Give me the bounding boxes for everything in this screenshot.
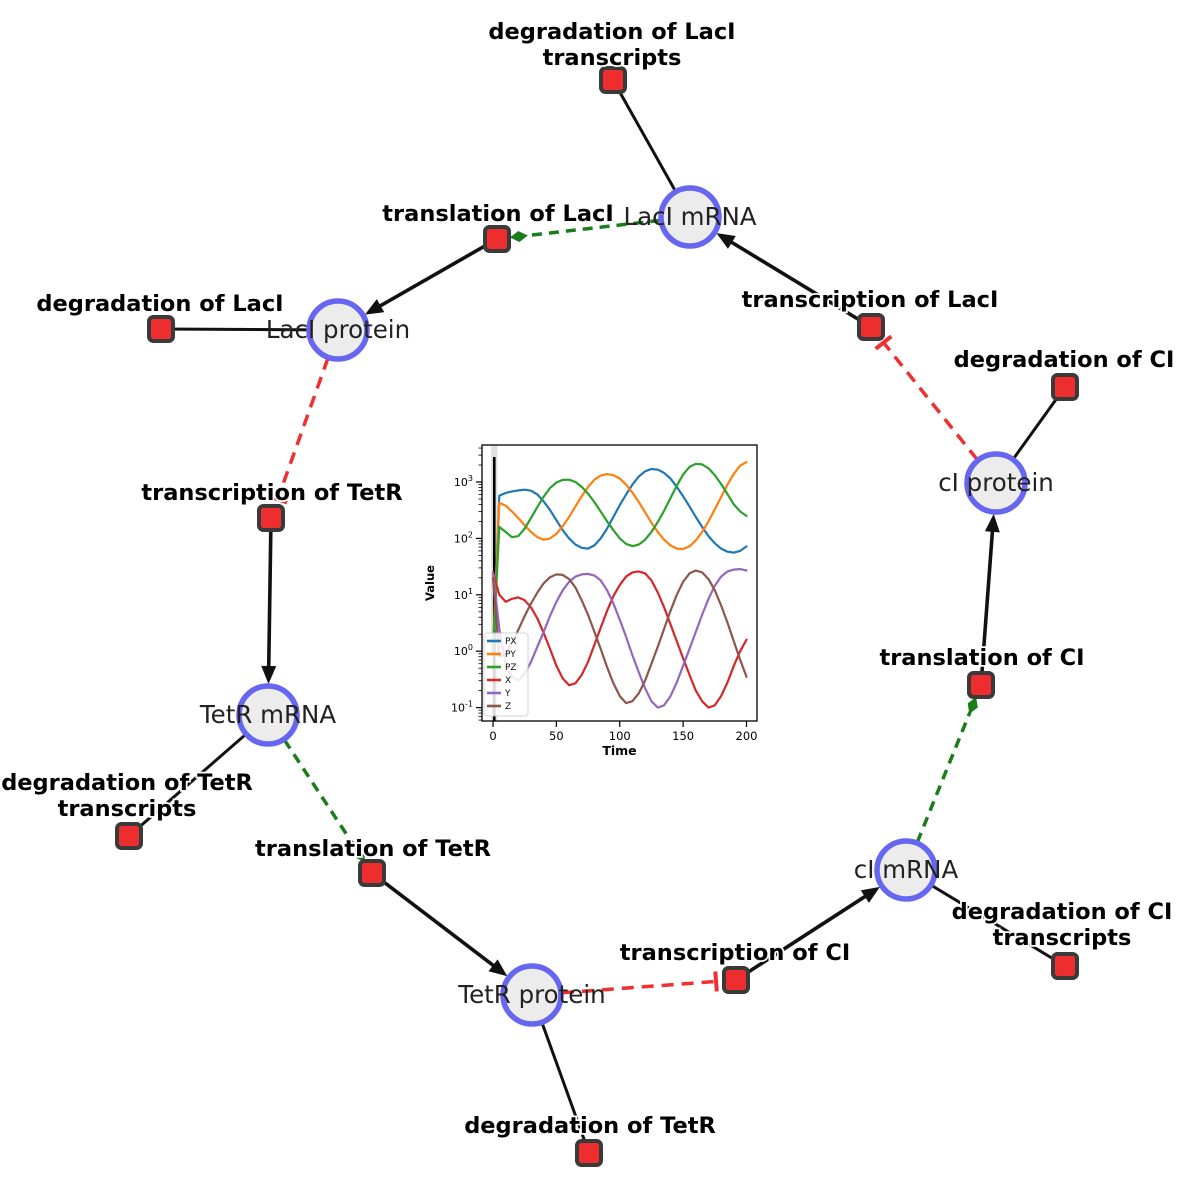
nodes-layer bbox=[115, 66, 1079, 1167]
reaction-node-deg_ci[interactable] bbox=[1051, 373, 1079, 401]
legend-label-PZ: PZ bbox=[505, 663, 517, 673]
reaction-node-tln_ci[interactable] bbox=[967, 671, 995, 699]
legend-label-PY: PY bbox=[505, 650, 516, 660]
y-tick-label: 102 bbox=[454, 530, 473, 545]
ci_mrna-label: cI mRNA bbox=[854, 855, 959, 884]
x-tick-label: 50 bbox=[549, 729, 564, 743]
reaction-node-deg_ci_tr[interactable] bbox=[1051, 952, 1079, 980]
legend-label-X: X bbox=[505, 676, 511, 686]
deg_ci_tr-label: degradation of CI transcripts bbox=[952, 899, 1173, 951]
txn_laci-label: transcription of LacI bbox=[742, 287, 999, 313]
species-node-ci_protein[interactable] bbox=[964, 451, 1028, 515]
tetr_mrna-label: TetR mRNA bbox=[199, 700, 337, 729]
legend-label-Z: Z bbox=[505, 702, 511, 712]
laci_mrna-label: LacI mRNA bbox=[623, 202, 756, 231]
catalysis-diamond-icon bbox=[967, 697, 978, 714]
inhibition-tee-icon bbox=[267, 493, 288, 505]
txn_tetr-label: transcription of TetR bbox=[141, 480, 402, 506]
reaction-node-txn_tetr[interactable] bbox=[257, 504, 285, 532]
tln_laci-label: translation of LacI bbox=[382, 201, 613, 227]
species-node-tetr_protein[interactable] bbox=[500, 963, 564, 1027]
labels-layer: degradation of LacI transcripts translatio… bbox=[0, 17, 1176, 1141]
plot-background bbox=[420, 433, 770, 768]
deg_tetr_tr-label: degradation of TetR transcripts bbox=[1, 770, 253, 822]
series-PY bbox=[491, 461, 748, 653]
catalysis-diamond-icon bbox=[354, 847, 365, 863]
txn_ci-label: transcription of CI bbox=[620, 940, 850, 966]
x-tick-label: 0 bbox=[489, 729, 496, 743]
reaction-node-txn_ci[interactable] bbox=[722, 966, 750, 994]
series-X bbox=[491, 570, 748, 709]
y-tick-label: 10-1 bbox=[451, 700, 473, 715]
edge-tetr_mrna-tln_tetr bbox=[283, 739, 358, 850]
arrowhead-icon bbox=[984, 513, 1000, 533]
edge-laci_protein-txn_tetr bbox=[276, 357, 330, 500]
deg_laci_tr-label: degradation of LacI transcripts bbox=[488, 19, 735, 71]
reaction-node-deg_laci[interactable] bbox=[147, 315, 175, 343]
x-tick-label: 200 bbox=[736, 729, 758, 743]
edge-ci_protein-txn_laci bbox=[882, 341, 979, 461]
arrowhead-icon bbox=[716, 233, 736, 249]
legend: PX PY PZ XYZ bbox=[483, 632, 529, 717]
tln_tetr-label: translation of TetR bbox=[255, 836, 491, 862]
deg_laci-label: degradation of LacI bbox=[36, 291, 283, 317]
reaction-node-deg_tetr_tr[interactable] bbox=[115, 822, 143, 850]
arrowhead-icon bbox=[364, 299, 385, 315]
arrowhead-icon bbox=[860, 886, 880, 903]
edge-txn_tetr-tetr_mrna bbox=[266, 517, 273, 671]
edge-laci_mrna-tln_laci bbox=[525, 218, 661, 238]
y-tick-label: 101 bbox=[454, 587, 473, 602]
edge-tetr_protein-txn_ci bbox=[561, 979, 717, 995]
x-axis-label: Time bbox=[602, 743, 636, 758]
edge-tln_tetr-tetr_protein bbox=[370, 871, 498, 970]
inhibition-tee-icon bbox=[713, 971, 719, 992]
edge-tln_ci-ci_protein bbox=[979, 527, 995, 686]
edge-txn_laci-laci_mrna bbox=[727, 238, 872, 329]
arrowhead-icon bbox=[261, 665, 277, 685]
catalysis-diamond-icon bbox=[509, 231, 528, 242]
deg_tetr-label: degradation of TetR bbox=[464, 1113, 716, 1139]
reaction-node-deg_laci_tr[interactable] bbox=[599, 66, 627, 94]
series-PZ bbox=[491, 462, 748, 653]
y-tick-label: 100 bbox=[454, 643, 473, 658]
reaction-node-txn_laci[interactable] bbox=[857, 313, 885, 341]
edge-txn_ci-ci_mrna bbox=[735, 892, 870, 982]
x-tick-label: 150 bbox=[672, 729, 694, 743]
inhibition-tee-icon bbox=[874, 334, 893, 351]
reaction-node-tln_tetr[interactable] bbox=[358, 859, 386, 887]
laci_protein-label: LacI protein bbox=[266, 315, 410, 344]
x-tick-label: 100 bbox=[609, 729, 631, 743]
edges-layer bbox=[128, 79, 1067, 1154]
tetr_protein-label: TetR protein bbox=[457, 980, 605, 1009]
series-Z bbox=[491, 569, 748, 705]
y-tick-label: 103 bbox=[454, 474, 473, 489]
arrowhead-icon bbox=[488, 959, 508, 977]
deg_ci-label: degradation of CI bbox=[954, 347, 1175, 373]
reaction-node-tln_laci[interactable] bbox=[483, 225, 511, 253]
series-Y bbox=[491, 568, 748, 709]
legend-label-Y: Y bbox=[504, 689, 511, 699]
species-node-tetr_mrna[interactable] bbox=[236, 683, 300, 747]
edge-tln_laci-laci_protein bbox=[376, 237, 498, 310]
tln_ci-label: translation of CI bbox=[879, 645, 1084, 671]
legend-label-PX: PX bbox=[505, 637, 517, 647]
edge-ci_mrna-tln_ci bbox=[915, 711, 972, 843]
series-group bbox=[491, 461, 748, 709]
species-node-laci_protein[interactable] bbox=[306, 298, 370, 362]
species-node-ci_mrna[interactable] bbox=[874, 838, 938, 902]
ci_protein-label: cI protein bbox=[938, 468, 1054, 497]
reaction-node-deg_tetr[interactable] bbox=[575, 1139, 603, 1167]
species-node-laci_mrna[interactable] bbox=[658, 185, 722, 249]
y-axis-label: Value bbox=[423, 565, 437, 601]
